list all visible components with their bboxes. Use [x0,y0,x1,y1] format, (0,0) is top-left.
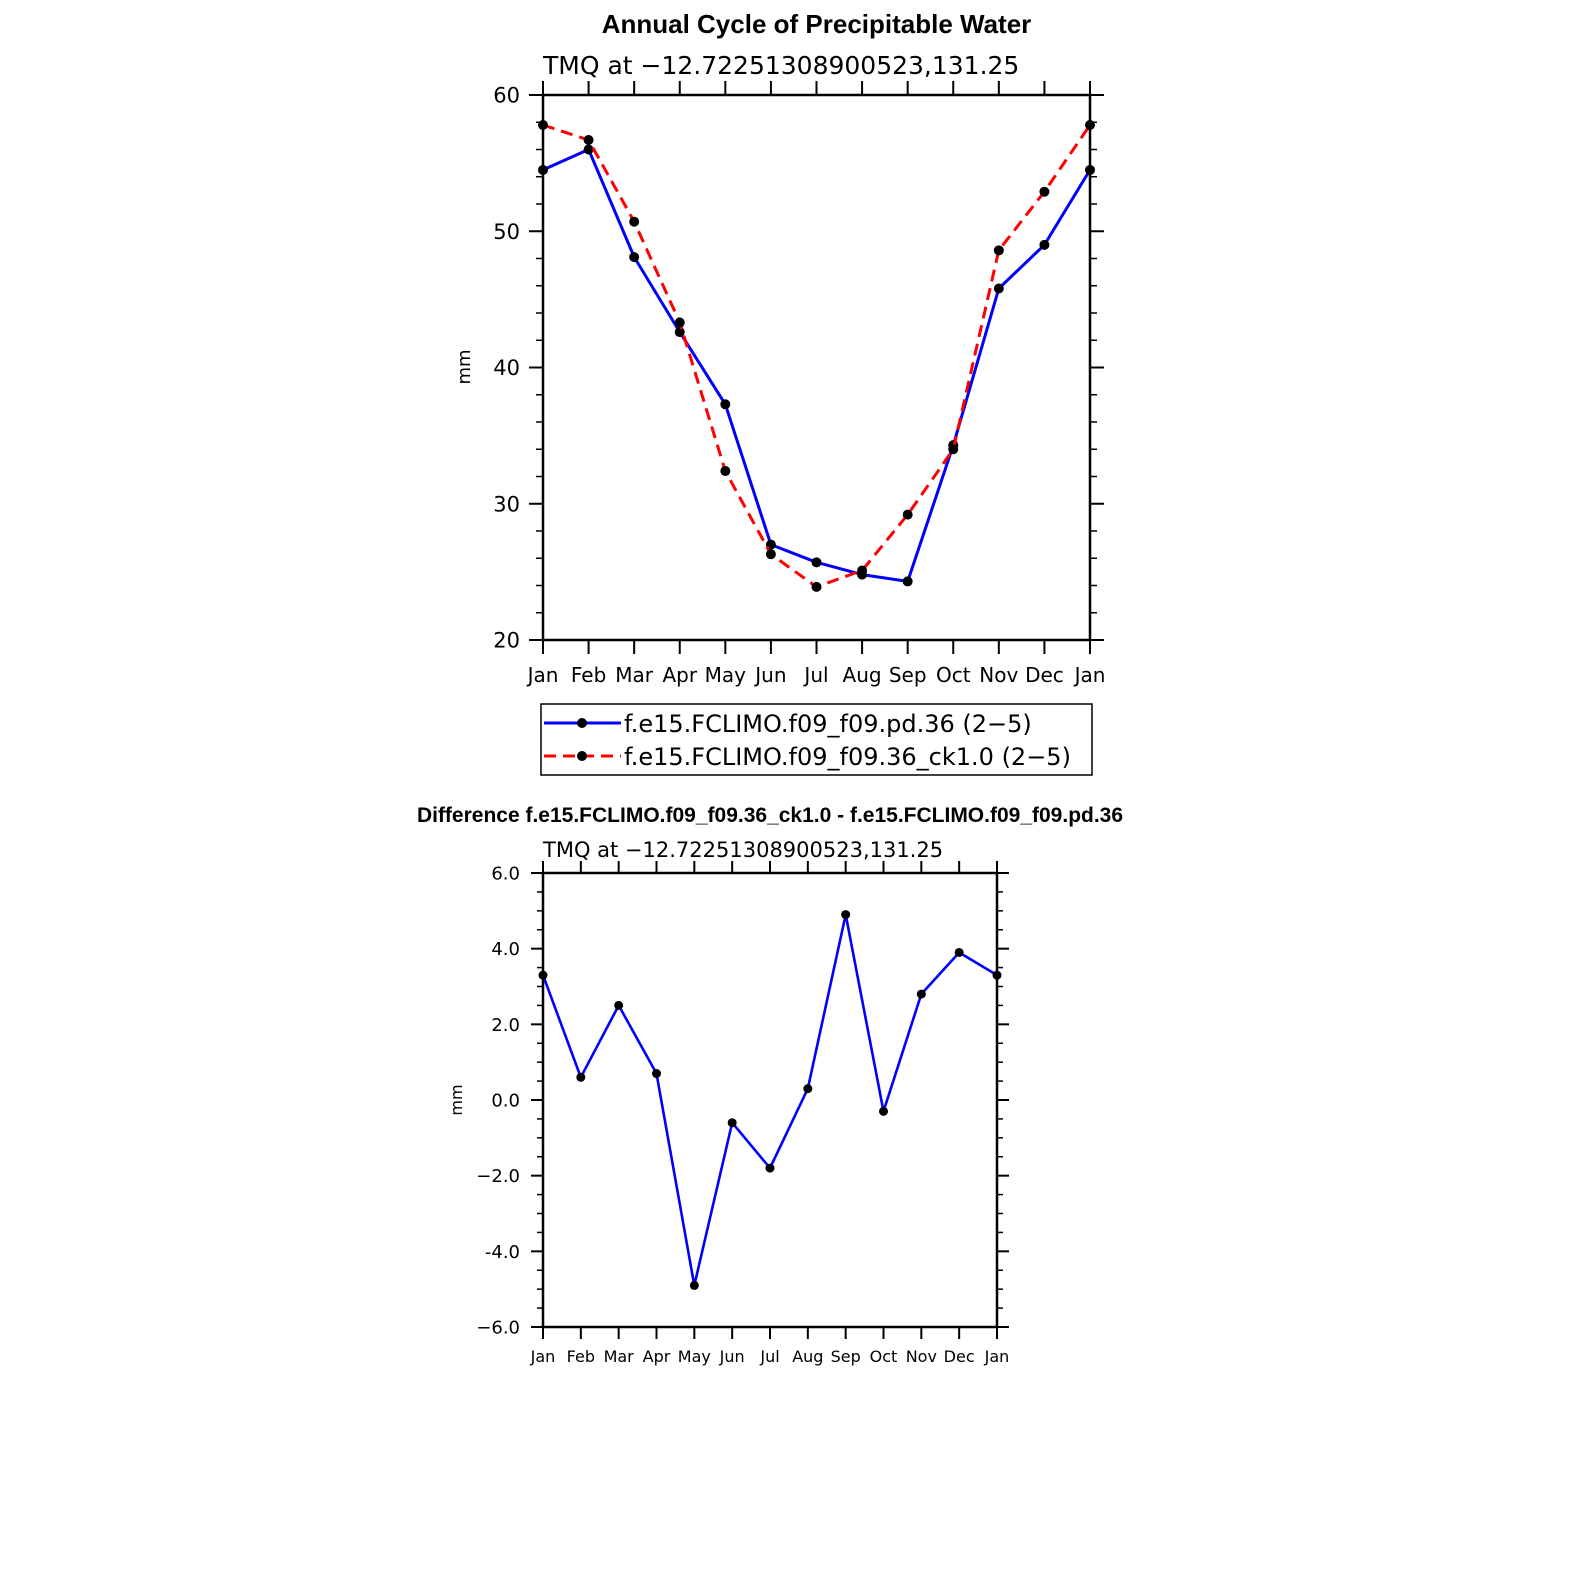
x-tick-label: Jul [759,1347,779,1366]
legend-marker [577,751,587,761]
x-tick-label: Jan [530,1347,556,1366]
data-point [689,1280,699,1290]
x-tick-label: Apr [662,663,697,687]
x-tick-label: Jan [984,1347,1010,1366]
x-tick-label: Aug [843,663,882,687]
x-tick-label: Mar [604,1347,635,1366]
data-point [1039,239,1050,250]
x-tick-label: Oct [936,663,971,687]
plot-frame [541,871,999,1329]
data-point [1085,119,1095,130]
data-point [583,134,594,145]
chart-title: Difference f.e15.FCLIMO.f09_f09.36_ck1.0… [417,804,1123,827]
y-tick-label: 4.0 [491,939,520,960]
x-tick-label: May [678,1347,711,1366]
data-point [765,549,776,560]
y-axis-label: mm [447,1084,466,1115]
data-point [841,910,851,920]
data-point [811,581,822,592]
data-point [674,317,685,328]
x-tick-label: Oct [870,1347,898,1366]
data-point [614,1000,624,1010]
x-tick-label: Jan [1073,663,1106,687]
x-tick-label: Nov [979,663,1018,687]
series-line-2 [542,123,1092,589]
x-tick-label: Apr [643,1347,671,1366]
legend-marker [577,718,587,728]
data-point [720,466,731,477]
x-tick-label: Mar [615,663,654,687]
data-point [1085,164,1095,175]
data-point [720,399,731,410]
x-tick-label: Dec [1025,663,1064,687]
y-tick-label: 6.0 [491,863,520,884]
data-point [948,444,959,455]
data-point [811,557,822,568]
data-point [674,327,685,338]
y-tick-label: 40 [493,356,520,380]
data-point [993,283,1004,294]
legend-label: f.e15.FCLIMO.f09_f09.pd.36 (2−5) [624,710,1032,738]
data-point [652,1069,661,1079]
data-point [765,1163,775,1173]
data-point [576,1072,586,1082]
chart-subtitle: TMQ at −12.72251308900523,131.25 [542,838,943,862]
chart-subtitle: TMQ at −12.72251308900523,131.25 [542,51,1019,80]
chart-title: Annual Cycle of Precipitable Water [602,9,1032,39]
legend-box [540,703,1093,776]
x-tick-label: Sep [831,1347,861,1366]
y-tick-label: 50 [493,220,520,244]
data-point [538,164,548,175]
x-tick-label: Nov [906,1347,937,1366]
data-point [902,576,913,587]
data-point [916,989,926,999]
series-line-1 [542,148,1092,583]
y-tick-label: -4.0 [485,1242,520,1263]
x-tick-label: Feb [567,1347,595,1366]
data-point [538,119,548,130]
data-point [629,216,640,227]
x-tick-label: Jul [802,663,828,687]
data-point [1039,186,1050,197]
series-line-1 [541,913,998,1287]
x-tick-label: May [705,663,747,687]
data-point [954,947,964,957]
data-point [629,252,640,263]
x-tick-label: Aug [792,1347,823,1366]
x-tick-label: Jun [753,663,786,687]
x-tick-label: Feb [571,663,606,687]
y-tick-label: 30 [493,492,520,516]
data-point [992,970,1002,980]
data-point [857,565,868,576]
x-tick-label: Sep [889,663,927,687]
data-point [538,970,548,980]
y-tick-label: 0.0 [491,1090,520,1111]
y-tick-label: 2.0 [491,1015,520,1036]
y-tick-label: 60 [493,84,520,108]
y-tick-label: −6.0 [476,1317,520,1338]
data-point [727,1118,737,1128]
data-point [993,245,1004,256]
x-tick-label: Jan [526,663,559,687]
x-tick-label: Dec [944,1347,975,1366]
y-tick-label: 20 [493,629,520,653]
y-tick-label: −2.0 [476,1166,520,1187]
data-point [902,509,913,520]
x-tick-label: Jun [719,1347,745,1366]
data-point [879,1106,888,1116]
y-axis-label: mm [454,349,475,384]
data-point [803,1084,813,1094]
legend-label: f.e15.FCLIMO.f09_f09.36_ck1.0 (2−5) [624,743,1071,771]
data-point [583,144,594,155]
